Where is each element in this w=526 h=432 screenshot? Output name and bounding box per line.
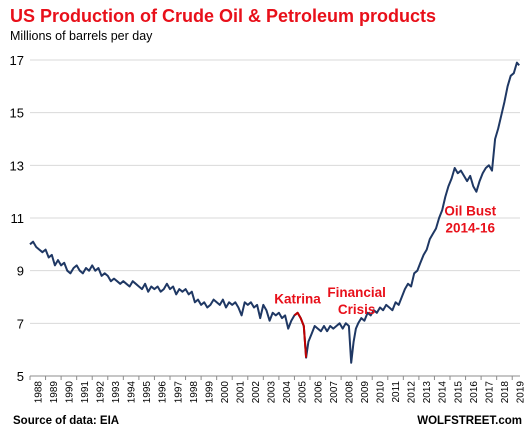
x-tick-label: 2008 (344, 381, 355, 404)
gridlines (30, 59, 520, 324)
x-tick-label: 1992 (96, 381, 107, 404)
y-tick-label: 17 (10, 53, 24, 68)
annotation-katrina: Katrina (274, 292, 321, 307)
y-tick-label: 5 (17, 369, 24, 384)
x-tick-label: 2006 (313, 381, 324, 404)
y-tick-label: 13 (10, 158, 24, 173)
series (29, 61, 520, 364)
x-tick-label: 2014 (438, 381, 449, 404)
x-tick-label: 1996 (158, 381, 169, 404)
series-line (29, 61, 520, 364)
x-tick-label: 2018 (500, 381, 511, 404)
y-tick-label: 15 (10, 106, 24, 121)
katrina-highlight-line (293, 311, 308, 358)
x-tick-label: 1988 (33, 381, 44, 404)
x-tick-label: 2016 (469, 381, 480, 404)
x-tick-label: 2010 (376, 381, 387, 404)
x-tick-label: 2007 (329, 381, 340, 404)
x-tick-label: 2005 (298, 381, 309, 404)
x-tick-label: 1994 (127, 381, 138, 404)
x-tick-label: 1993 (111, 381, 122, 404)
x-tick-label: 2000 (220, 381, 231, 404)
x-tick-label: 2001 (236, 381, 247, 404)
x-tick-label: 2002 (251, 381, 262, 404)
source-note: Source of data: EIA (13, 415, 119, 427)
x-tick-label: 2019 (516, 381, 526, 404)
annotation-oil-bust: 2014-16 (445, 220, 495, 235)
chart-subtitle: Millions of barrels per day (10, 29, 153, 43)
y-tick-label: 7 (17, 316, 24, 331)
x-tick-label: 1999 (204, 381, 215, 404)
x-tick-label: 2017 (484, 381, 495, 404)
y-axis-ticks: 5 7 9 11 13 15 17 (10, 53, 24, 384)
x-tick-label: 1998 (189, 381, 200, 404)
x-tick-label: 2004 (282, 381, 293, 404)
x-tick-label: 2013 (422, 381, 433, 404)
x-tick-label: 2003 (267, 381, 278, 404)
x-tick-label: 2009 (360, 381, 371, 404)
x-tick-label: 2015 (453, 381, 464, 404)
annotation-financial-crisis: Crisis (338, 302, 376, 317)
x-axis-ticks: 1988 1989 1990 1991 1992 1993 1994 1995 1996 1997… (29, 376, 526, 404)
x-tick-label: 1990 (64, 381, 75, 404)
chart-title: US Production of Crude Oil & Petroleum p… (10, 6, 436, 26)
x-tick-label: 2012 (407, 381, 418, 404)
x-tick-label: 1997 (173, 381, 184, 404)
x-tick-label: 2011 (391, 381, 402, 403)
annotation-oil-bust: Oil Bust (444, 203, 496, 218)
x-tick-label: 1995 (142, 381, 153, 404)
x-tick-label: 1991 (80, 381, 91, 404)
annotation-financial-crisis: Financial (327, 285, 386, 300)
annotations: Katrina Financial Crisis Oil Bust 2014-16 (274, 203, 496, 317)
brand-watermark: WOLFSTREET.com (417, 415, 522, 427)
y-tick-label: 11 (11, 211, 25, 226)
y-tick-label: 9 (17, 264, 24, 279)
x-tick-label: 1989 (49, 381, 60, 404)
